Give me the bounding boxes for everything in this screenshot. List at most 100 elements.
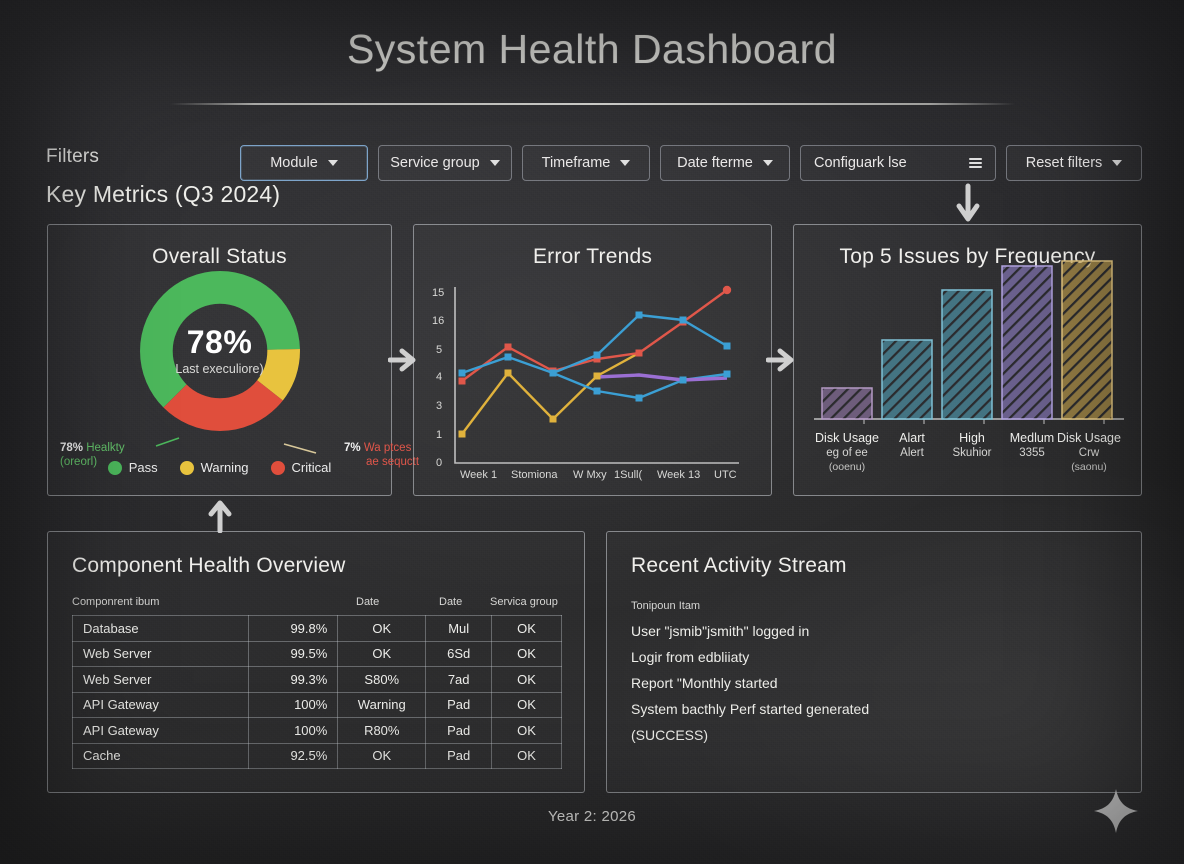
cell-date: Mul (425, 615, 493, 642)
list-item[interactable]: Logir from edbliiaty (631, 649, 750, 665)
filter-bar: Module Service group Timeframe Date fter… (240, 145, 1142, 181)
bar-label-0-line1: Disk Usage (815, 431, 879, 445)
filter-label-date-frame: Date fterme (677, 155, 753, 171)
table-row[interactable]: API Gateway 100% R80% Pad OK (72, 717, 562, 744)
bar-label-0-line2: eg of ee (826, 447, 868, 459)
panel-activity-stream: Recent Activity Stream Tonipoun Itam Use… (606, 531, 1142, 793)
title-divider (170, 103, 1015, 105)
cell-date: Pad (425, 742, 493, 769)
annotation-critical-pct: 7% (344, 442, 361, 454)
y-tick-5: 1 (436, 429, 443, 441)
bar-chart-svg (814, 260, 1124, 424)
table-row[interactable]: Cache 92.5% OK Pad OK (72, 742, 562, 769)
filter-label-module: Module (270, 155, 318, 171)
cell-component: Web Server (72, 666, 249, 693)
y-tick-2: 5 (436, 344, 443, 356)
bar-4 (1061, 260, 1113, 420)
panel-title-error-trends: Error Trends (532, 245, 653, 268)
list-item[interactable]: User "jsmib"jsmith" logged in (631, 623, 810, 639)
x-tick-3: 1Sull( (614, 469, 643, 481)
x-tick-1: Stomiona (511, 469, 558, 481)
legend-dot-pass (107, 460, 122, 475)
filter-button-reset-filters[interactable]: Reset filters (1006, 145, 1142, 181)
bar-label-3-line2: 3355 (1019, 447, 1045, 459)
table-header-date-2: Date (439, 596, 463, 608)
x-tick-2: W Mxy (573, 469, 607, 481)
panel-component-health: Component Health Overview Componrent ibu… (47, 531, 585, 793)
cell-status: OK (337, 742, 427, 769)
panel-title-component-health: Component Health Overview (72, 554, 346, 577)
y-tick-3: 4 (436, 371, 443, 383)
cell-date: Pad (425, 717, 493, 744)
page-title: System Health Dashboard (346, 26, 838, 72)
table-row[interactable]: API Gateway 100% Warning Pad OK (72, 691, 562, 718)
filter-button-date-frame[interactable]: Date fterme (660, 145, 790, 181)
table-header-date-1: Date (356, 596, 380, 608)
cell-status: Warning (337, 691, 427, 718)
panel-title-activity-stream: Recent Activity Stream (631, 554, 847, 577)
annotation-healthy-pct: 78% (60, 442, 84, 454)
cell-uptime: 99.8% (247, 615, 339, 642)
filter-button-module[interactable]: Module (240, 145, 368, 181)
bar-label-0-line3: (ooenu) (828, 460, 866, 473)
annotation-critical-line1: Wa ptces (363, 442, 412, 454)
legend-item-critical[interactable]: Critical (270, 460, 332, 475)
x-tick-0: Week 1 (460, 469, 498, 481)
line-series-red (461, 289, 728, 382)
bar-label-2-line1: High (959, 431, 985, 445)
table-row[interactable]: Web Server 99.5% OK 6Sd OK (72, 640, 562, 667)
cell-component: Web Server (72, 640, 249, 667)
annotation-critical: 7% Wa ptces ae sequctt (344, 441, 419, 470)
activity-list: User "jsmib"jsmith" logged in Logir from… (631, 618, 869, 748)
donut-slice-critical (139, 271, 300, 431)
panel-title-top5: Top 5 Issues by Frequency (839, 245, 1096, 268)
legend-item-warning[interactable]: Warning (179, 460, 249, 475)
bar-label-1: Alart Alert (870, 430, 954, 461)
y-tick-1: 16 (432, 315, 445, 327)
chevron-down-icon (620, 160, 631, 166)
annotation-healthy-line1: Healkty (86, 442, 125, 454)
bar-label-2: High Skuhior (930, 430, 1014, 461)
legend-dot-critical (270, 460, 285, 475)
x-tick-5: UTC (714, 469, 737, 481)
bar-0 (821, 387, 873, 420)
section-title-key-metrics: Key Metrics (Q3 2024) (46, 181, 281, 207)
line-series-purple (596, 373, 728, 382)
panel-error-trends: Error Trends 15 16 5 4 3 1 0 (413, 224, 772, 496)
filter-label-reset-filters: Reset filters (1025, 155, 1103, 171)
bar-label-3: Medlum 3355 (990, 430, 1074, 461)
bar-label-1-line1: Alart (899, 431, 925, 445)
legend-label-warning: Warning (200, 460, 249, 475)
chevron-down-icon (762, 160, 773, 166)
filter-button-service-group[interactable]: Service group (378, 145, 512, 181)
cell-uptime: 99.3% (247, 666, 339, 693)
y-tick-6: 0 (436, 457, 443, 469)
legend-item-pass[interactable]: Pass (107, 460, 158, 475)
y-tick-4: 3 (436, 400, 443, 412)
cell-uptime: 99.5% (247, 640, 339, 667)
bar-label-1-line2: Alert (900, 447, 924, 459)
legend-dot-warning (179, 460, 194, 475)
annotation-critical-line2: ae sequctt (366, 456, 420, 469)
arrow-down-filters-to-top5 (951, 182, 985, 224)
cell-date: Pad (425, 691, 493, 718)
list-item[interactable]: (SUCCESS) (631, 727, 709, 743)
bar-2 (941, 289, 993, 420)
cell-component: Cache (72, 742, 249, 769)
cell-status: R80% (337, 717, 427, 744)
hamburger-icon (969, 155, 982, 170)
donut-chart: 78% Last execuliore) (48, 265, 391, 435)
list-item[interactable]: Report "Monthly started (631, 675, 778, 691)
table-row[interactable]: Database 99.8% OK Mul OK (72, 615, 562, 642)
cell-group: OK (491, 615, 562, 642)
filter-button-timeframe[interactable]: Timeframe (522, 145, 650, 181)
arrow-up-table-to-status (203, 497, 237, 533)
list-item[interactable]: System bacthly Perf started generated (631, 701, 870, 717)
filter-button-configure[interactable]: Configuark lse (800, 145, 996, 181)
legend-label-critical: Critical (291, 460, 332, 475)
bar-label-3-line1: Medlum (1009, 431, 1055, 445)
sparkle-icon (1092, 787, 1140, 835)
chart-axes (454, 287, 739, 464)
cell-group: OK (491, 666, 562, 693)
table-row[interactable]: Web Server 99.3% S80% 7ad OK (72, 666, 562, 693)
